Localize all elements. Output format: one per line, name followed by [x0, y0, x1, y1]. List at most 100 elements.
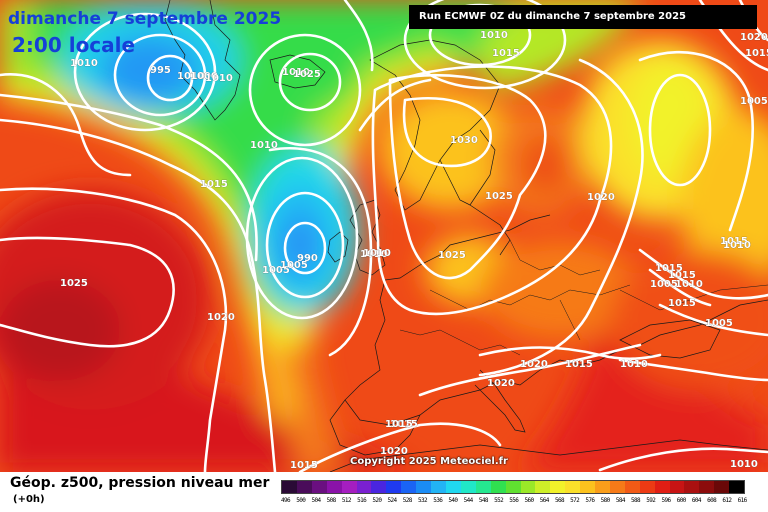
isobar-value-label: 1015	[745, 48, 768, 59]
scale-tick-label: 544	[463, 497, 474, 504]
scale-tick-label: 528	[402, 497, 413, 504]
scale-swatch	[475, 481, 491, 493]
isobar-value-label: 1015	[290, 460, 318, 471]
isobar-value-label: 1015	[390, 419, 418, 430]
scale-tick-label: 604	[691, 497, 702, 504]
scale-tick-label: 576	[585, 497, 595, 504]
scale-swatch	[684, 481, 700, 493]
isobar-value-label: 1025	[293, 69, 321, 80]
isobar-value-label: 1010	[177, 71, 205, 82]
isobar-value-label: 1015	[668, 298, 696, 309]
isobar-value-label: 1010	[250, 140, 278, 151]
isobar-value-label: 1005	[262, 265, 290, 276]
scale-swatch	[654, 481, 670, 493]
isobar-value-label: 1010	[620, 359, 648, 370]
isobar-value-label: 1025	[485, 191, 513, 202]
run-info-text: Run ECMWF 0Z du dimanche 7 septembre 202…	[419, 11, 687, 22]
isobar-value-label: 1005	[740, 96, 768, 107]
isobar-value-label: 1030	[450, 135, 478, 146]
scale-swatch	[326, 481, 342, 493]
map-canvas: 1010995101010001010101010251010101510151…	[0, 0, 768, 472]
isobar-value-label: 1015	[655, 263, 683, 274]
color-scale	[281, 480, 745, 494]
scale-tick-label: 596	[661, 497, 671, 504]
scale-tick-label: 536	[433, 497, 443, 504]
isobar-value-label: 1025	[60, 278, 88, 289]
scale-swatch	[356, 481, 372, 493]
scale-swatch	[416, 481, 432, 493]
isobar-value-label: 1010	[282, 67, 310, 78]
scale-swatch	[669, 481, 685, 493]
scale-swatch	[609, 481, 625, 493]
isobar-value-label: 1020	[740, 32, 768, 43]
scale-swatch	[565, 481, 581, 493]
isobar-value-label: 1005	[280, 260, 308, 271]
scale-swatch	[296, 481, 312, 493]
isobar-value-label: 1010	[730, 459, 758, 470]
isobar-value-label: 1010	[205, 73, 233, 84]
isobars	[0, 0, 768, 472]
scale-swatch	[505, 481, 521, 493]
isobar-value-label: 1020	[207, 312, 235, 323]
scale-swatch	[460, 481, 476, 493]
scale-tick-label: 524	[387, 497, 398, 504]
scale-tick-label: 556	[509, 497, 519, 504]
copyright-notice: Copyright 2025 Meteociel.fr	[350, 456, 508, 467]
isobar-value-label: 1015	[492, 48, 520, 59]
isobar-value-label: 1010	[723, 240, 751, 251]
scale-swatch	[282, 481, 297, 493]
scale-tick-label: 568	[554, 497, 565, 504]
scale-swatch	[535, 481, 551, 493]
scale-swatch	[401, 481, 417, 493]
scale-tick-label: 584	[615, 497, 626, 504]
scale-tick-label: 612	[722, 497, 732, 504]
scale-swatch	[490, 481, 506, 493]
scale-swatch	[595, 481, 610, 493]
scale-tick-label: 500	[296, 497, 306, 504]
isobar-value-label: 1000	[190, 71, 218, 82]
scale-swatch	[624, 481, 640, 493]
scale-tick-label: 608	[707, 497, 717, 504]
scale-tick-label: 616	[737, 497, 748, 504]
isobar-value-label: 1020	[520, 359, 548, 370]
isobar-value-label: 1015	[200, 179, 228, 190]
scale-tick-label: 504	[311, 497, 321, 504]
pressure-labels: 1010995101010001010101010251010101510151…	[60, 30, 768, 471]
isobar-value-label: 1020	[487, 378, 515, 389]
scale-swatch	[729, 481, 745, 493]
scale-swatch	[699, 481, 715, 493]
legend-title: Géop. z500, pression niveau mer	[10, 475, 270, 491]
color-scale-ticks: 496 500 504 508 512 516 520 524 528 532 536 540 544 5…	[281, 497, 753, 509]
scale-tick-label: 496	[281, 497, 291, 504]
scale-swatch	[520, 481, 536, 493]
scale-swatch	[386, 481, 402, 493]
isobar-value-label: 995	[150, 65, 171, 76]
scale-tick-label: 512	[341, 497, 352, 504]
isobar-value-label: 1005	[650, 279, 678, 290]
isobar-value-label: 1005	[705, 318, 733, 329]
scale-tick-label: 548	[478, 497, 489, 504]
scale-swatch	[311, 481, 327, 493]
scale-swatch	[445, 481, 461, 493]
scale-swatch	[371, 481, 387, 493]
scale-swatch	[580, 481, 596, 493]
legend-subtitle: (+0h)	[13, 494, 45, 505]
isobar-value-label: 1020	[587, 192, 615, 203]
scale-swatch	[550, 481, 566, 493]
isobar-value-label: 1015	[668, 270, 696, 281]
scale-swatch	[341, 481, 357, 493]
scale-tick-label: 580	[600, 497, 611, 504]
isobar-value-label: 1010	[363, 248, 391, 259]
scale-swatch	[639, 481, 655, 493]
legend-footer: Géop. z500, pression niveau mer (+0h) 49…	[0, 472, 768, 512]
isobar-value-label: 990	[297, 253, 318, 264]
isobar-value-label: 1015	[720, 236, 748, 247]
scale-tick-label: 600	[676, 497, 687, 504]
scale-tick-label: 588	[631, 497, 641, 504]
isobar-value-label: 1020	[380, 446, 408, 457]
scale-tick-label: 520	[372, 497, 382, 504]
scale-tick-label: 532	[417, 497, 428, 504]
isobar-value-label: 1015	[385, 419, 413, 430]
scale-swatch	[714, 481, 730, 493]
isobar-value-label: 1010	[480, 30, 508, 41]
